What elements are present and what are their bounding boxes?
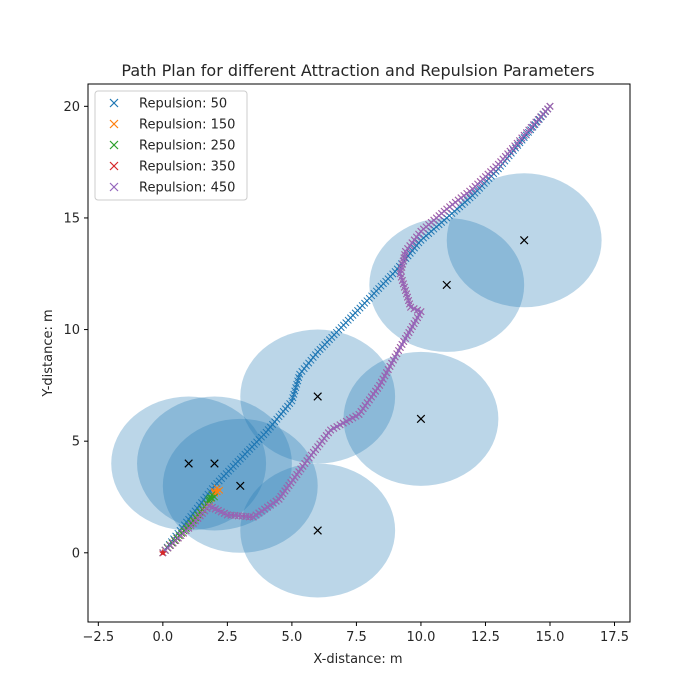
x-tick-label: 17.5 <box>600 630 629 645</box>
legend-label: Repulsion: 250 <box>139 139 235 154</box>
legend-label: Repulsion: 350 <box>139 160 235 175</box>
obstacle-center-3 <box>313 526 322 535</box>
legend-label: Repulsion: 50 <box>139 97 227 112</box>
x-axis: −2.5 0.0 2.5 5.0 7.5 10.0 12.5 15.0 17.5 <box>83 622 629 645</box>
x-tick-label: −2.5 <box>83 630 115 645</box>
start-marker <box>159 548 167 556</box>
y-axis: 0 5 10 15 20 <box>63 100 88 561</box>
legend-label: Repulsion: 450 <box>139 181 235 196</box>
data-point <box>213 484 221 492</box>
legend-entry-3: Repulsion: 350 <box>109 160 235 175</box>
y-tick-label: 5 <box>72 435 80 450</box>
obstacle-center-5 <box>416 414 426 424</box>
legend-marker <box>109 182 119 192</box>
obstacle-center-0 <box>184 459 193 468</box>
obstacle-center-7 <box>519 236 529 245</box>
data-point <box>210 487 219 495</box>
x-tick-label: 10.0 <box>406 630 435 645</box>
legend-label: Repulsion: 150 <box>139 118 235 133</box>
legend-marker <box>109 161 119 171</box>
y-tick-label: 15 <box>63 211 80 226</box>
legend-entry-4: Repulsion: 450 <box>109 181 235 196</box>
x-tick-label: 12.5 <box>471 630 500 645</box>
y-axis-label: Y-distance: m <box>41 309 56 397</box>
plot-frame <box>87 83 631 623</box>
legend-marker <box>109 119 119 129</box>
x-tick-label: 2.5 <box>217 630 238 645</box>
chart-title: Path Plan for different Attraction and R… <box>121 61 594 80</box>
x-tick-label: 0.0 <box>153 630 174 645</box>
legend-entry-1: Repulsion: 150 <box>109 118 235 133</box>
obstacle-center-4 <box>313 392 322 401</box>
data-point <box>546 102 554 110</box>
legend-frame <box>94 90 248 201</box>
x-tick-label: 15.0 <box>536 630 565 645</box>
legend-entry-2: Repulsion: 250 <box>109 139 235 154</box>
series-4 <box>159 102 554 557</box>
x-tick-label: 5.0 <box>282 630 303 645</box>
start-layer <box>159 548 167 556</box>
y-tick-label: 20 <box>63 100 80 115</box>
legend-marker <box>109 98 119 108</box>
x-tick-label: 7.5 <box>346 630 367 645</box>
legend: Repulsion: 50 Repulsion: 150 Repulsion: 25… <box>94 90 248 201</box>
series-layer <box>159 102 554 557</box>
obstacle-center-1 <box>210 459 219 468</box>
obstacle-center-6 <box>442 280 451 290</box>
legend-marker <box>109 140 119 150</box>
data-point <box>205 495 213 503</box>
legend-entry-0: Repulsion: 50 <box>109 97 227 112</box>
y-tick-label: 0 <box>72 546 80 561</box>
obstacle-center-2 <box>236 481 245 491</box>
x-axis-label: X-distance: m <box>313 652 402 667</box>
y-tick-label: 10 <box>63 323 80 338</box>
obstacle-marker-layer <box>184 236 529 535</box>
